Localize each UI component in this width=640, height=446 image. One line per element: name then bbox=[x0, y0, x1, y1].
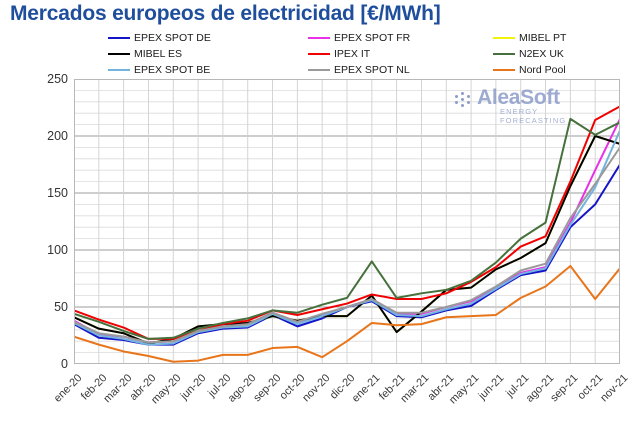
legend-color-swatch bbox=[493, 52, 515, 56]
legend-label: MIBEL PT bbox=[519, 31, 567, 44]
series-lines bbox=[74, 105, 620, 363]
legend-color-swatch bbox=[493, 68, 515, 72]
legend-label: EPEX SPOT NL bbox=[334, 63, 410, 76]
legend-item[interactable]: IPEX IT bbox=[308, 49, 493, 60]
plot-area bbox=[74, 79, 620, 364]
legend-label: MIBEL ES bbox=[134, 47, 183, 60]
legend-color-swatch bbox=[308, 68, 330, 72]
legend-item[interactable]: EPEX SPOT FR bbox=[308, 33, 493, 44]
y-axis-labels: 0 50 100 150 200 250 bbox=[22, 70, 68, 371]
legend-color-swatch bbox=[308, 36, 330, 40]
legend-color-swatch bbox=[108, 36, 130, 40]
y-axis-tick-label: 250 bbox=[47, 72, 68, 86]
legend-item[interactable]: EPEX SPOT DE bbox=[108, 33, 308, 44]
legend-item[interactable]: MIBEL PT bbox=[493, 33, 628, 44]
legend-label: IPEX IT bbox=[334, 47, 371, 60]
legend-label: Nord Pool bbox=[519, 63, 566, 76]
legend-item[interactable]: Nord Pool bbox=[493, 65, 628, 76]
series-line bbox=[74, 146, 620, 344]
y-axis-tick-label: 200 bbox=[47, 129, 68, 143]
y-axis-tick-label: 50 bbox=[54, 300, 68, 314]
series-line bbox=[74, 264, 620, 363]
gridlines bbox=[74, 79, 620, 364]
legend-item[interactable]: MIBEL ES bbox=[108, 49, 308, 60]
legend-item[interactable]: N2EX UK bbox=[493, 49, 628, 60]
legend-label: N2EX UK bbox=[519, 47, 564, 60]
legend-item[interactable]: EPEX SPOT BE bbox=[108, 65, 308, 76]
legend-color-swatch bbox=[308, 52, 330, 56]
chart-title: Mercados europeos de electricidad [€/MWh… bbox=[10, 2, 441, 25]
legend-color-swatch bbox=[108, 68, 130, 72]
y-axis-tick-label: 0 bbox=[61, 357, 68, 371]
y-axis-tick-label: 150 bbox=[47, 186, 68, 200]
legend-label: EPEX SPOT DE bbox=[134, 31, 211, 44]
y-axis-tick-label: 100 bbox=[47, 243, 68, 257]
series-line bbox=[74, 117, 620, 340]
legend-item[interactable]: EPEX SPOT NL bbox=[308, 65, 493, 76]
plot-border bbox=[74, 79, 620, 364]
chart-legend: EPEX SPOT DE EPEX SPOT FR MIBEL PT MIBEL ES… bbox=[108, 30, 628, 78]
series-line bbox=[74, 135, 620, 345]
x-axis-labels: ene-20 feb-20 mar-20 abr-20 may-20 jun-20 jul-… bbox=[0, 366, 640, 446]
legend-label: EPEX SPOT FR bbox=[334, 31, 411, 44]
legend-label: EPEX SPOT BE bbox=[134, 63, 211, 76]
legend-color-swatch bbox=[493, 36, 515, 40]
legend-color-swatch bbox=[108, 52, 130, 56]
